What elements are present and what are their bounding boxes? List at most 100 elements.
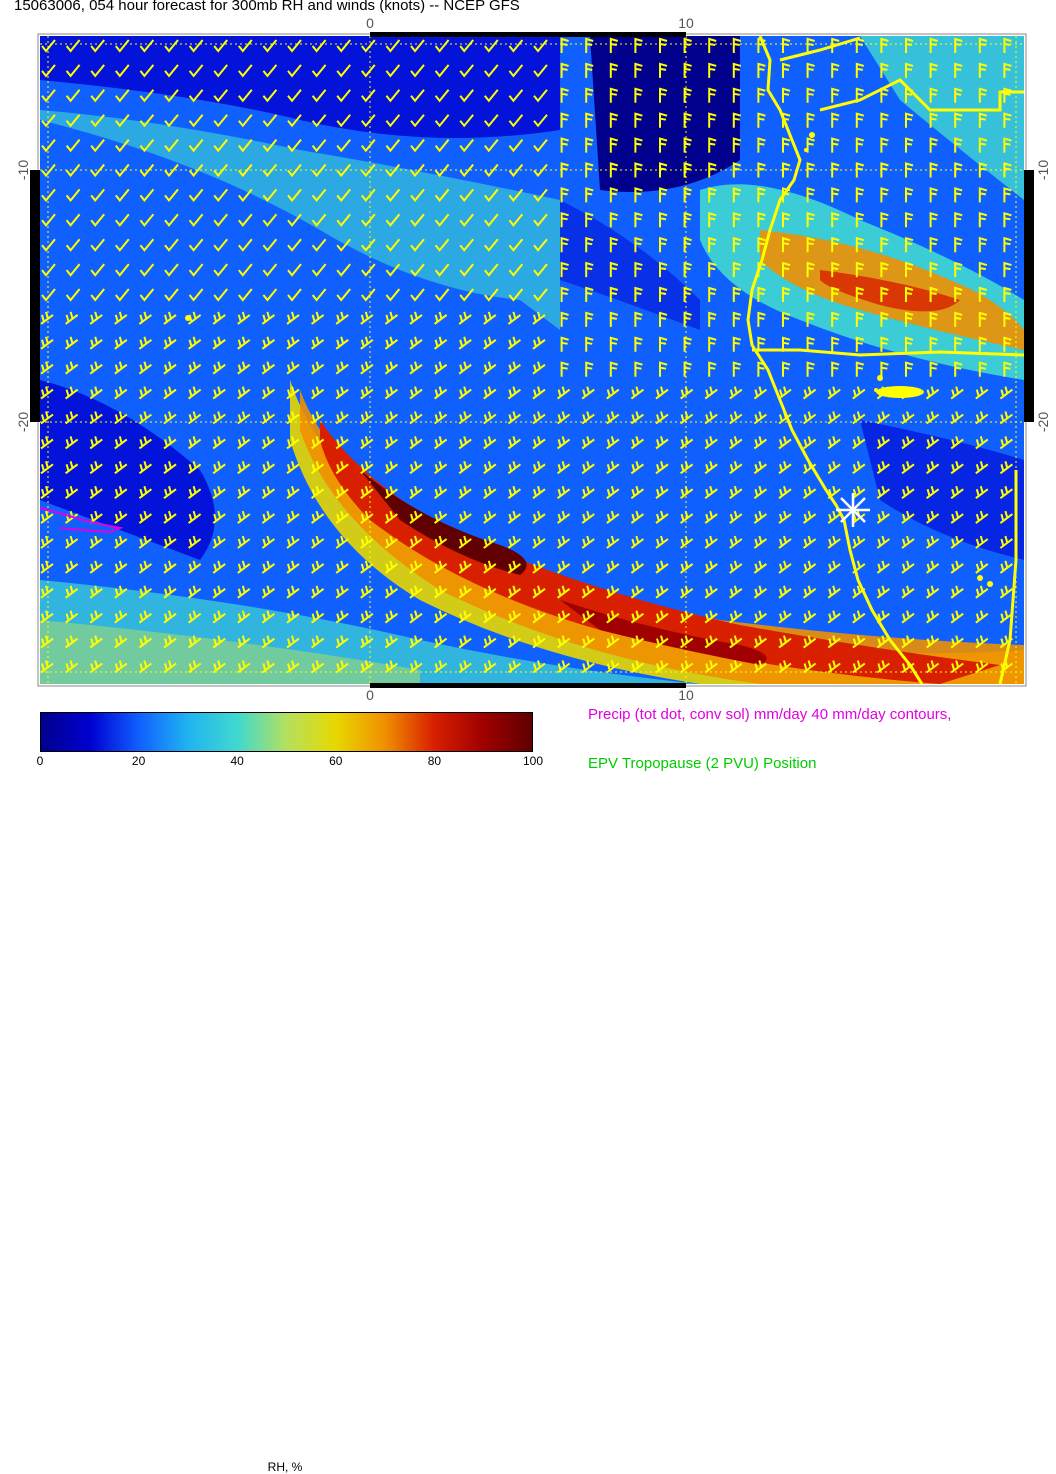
wind-barb <box>237 336 251 350</box>
precip-contour <box>40 507 124 534</box>
wind-barb <box>484 64 499 78</box>
wind-barb <box>729 386 743 400</box>
wind-barb <box>803 610 817 624</box>
wind-barb <box>483 535 497 549</box>
wind-barb <box>212 660 226 674</box>
wind-barb <box>507 535 521 549</box>
wind-barb <box>213 213 228 227</box>
wind-barb <box>803 635 817 649</box>
wind-barb <box>831 236 840 253</box>
wind-barb <box>164 188 179 202</box>
wind-barb <box>954 236 963 253</box>
wind-barb <box>1003 311 1012 327</box>
wind-barb <box>929 236 938 253</box>
wind-barb <box>384 660 398 674</box>
wind-barb <box>484 238 499 252</box>
wind-barb <box>188 213 204 227</box>
wind-barb <box>286 361 300 375</box>
wind-barb <box>634 286 643 302</box>
wind-barb <box>114 361 128 375</box>
wind-barb <box>311 138 327 153</box>
wind-barb <box>507 560 521 574</box>
wind-barb <box>729 585 743 599</box>
wind-barb <box>114 510 128 524</box>
wind-barb <box>188 436 202 450</box>
wind-barb <box>188 361 202 375</box>
wind-barb <box>458 311 472 325</box>
wind-barb <box>1003 286 1012 302</box>
wind-barb <box>458 461 472 475</box>
wind-barb <box>999 461 1013 475</box>
wind-barb <box>659 361 668 377</box>
wind-barb <box>729 436 743 450</box>
wind-barb <box>286 411 300 425</box>
wind-barb <box>311 163 327 178</box>
wind-barb <box>901 485 915 499</box>
wind-barb <box>65 263 81 277</box>
wind-barb <box>704 560 718 574</box>
colorbar-label: RH, % <box>267 1460 303 1474</box>
wind-barb <box>905 211 914 228</box>
wind-barb <box>729 485 743 499</box>
wind-barb <box>409 510 423 524</box>
wind-barb <box>852 436 866 450</box>
wind-barb <box>753 436 767 450</box>
wind-barb <box>89 336 103 350</box>
wind-barb <box>41 138 56 153</box>
wind-barb <box>901 436 915 450</box>
wind-barb <box>65 163 81 178</box>
wind-barb <box>409 436 423 450</box>
wind-barb <box>753 485 767 499</box>
wind-barb <box>90 238 105 252</box>
wind-barb <box>704 436 718 450</box>
wind-barb <box>609 187 619 203</box>
wind-barb <box>806 137 815 153</box>
wind-barb <box>708 361 717 377</box>
wind-barb <box>732 236 742 253</box>
wind-barb <box>683 311 692 327</box>
wind-barb <box>609 286 619 302</box>
wind-barb <box>732 336 742 352</box>
wind-barb <box>533 263 548 277</box>
wind-barb <box>978 187 988 203</box>
wind-barb <box>634 187 643 203</box>
wind-barb <box>827 560 841 574</box>
wind-barb <box>90 263 105 277</box>
wind-barb <box>880 62 889 78</box>
wind-barb <box>606 635 620 649</box>
colorbar-tick: 80 <box>427 754 442 768</box>
wind-barb <box>827 386 841 400</box>
wind-barb <box>188 660 202 674</box>
wind-barb <box>533 64 548 78</box>
wind-barb <box>532 660 546 674</box>
wind-barb <box>852 485 866 499</box>
wind-barb <box>753 386 767 400</box>
wind-barb <box>978 162 988 178</box>
wind-barb <box>90 188 105 202</box>
wind-barb <box>311 238 327 252</box>
wind-barb <box>212 560 226 574</box>
wind-barb <box>926 635 940 649</box>
wind-barb <box>409 635 423 649</box>
wind-barb <box>1003 162 1012 178</box>
wind-barb <box>1003 112 1012 128</box>
wind-barb <box>237 485 251 499</box>
wind-barb <box>409 660 423 674</box>
wind-barb <box>484 138 499 153</box>
wind-barb <box>138 386 152 400</box>
wind-barb <box>975 610 989 624</box>
wind-barb <box>803 535 817 549</box>
epv-legend: EPV Tropopause (2 PVU) Position <box>588 755 817 772</box>
wind-barb <box>634 87 643 103</box>
wind-barb <box>434 485 448 499</box>
wind-barb <box>434 163 450 178</box>
wind-barb <box>729 610 743 624</box>
wind-barb <box>954 137 963 153</box>
wind-barb <box>975 660 989 674</box>
wind-barb <box>704 411 718 425</box>
wind-barb <box>139 238 155 252</box>
wind-barb <box>782 137 791 153</box>
wind-barb <box>115 288 130 302</box>
wind-barb <box>311 485 325 499</box>
wind-barb <box>188 288 204 302</box>
